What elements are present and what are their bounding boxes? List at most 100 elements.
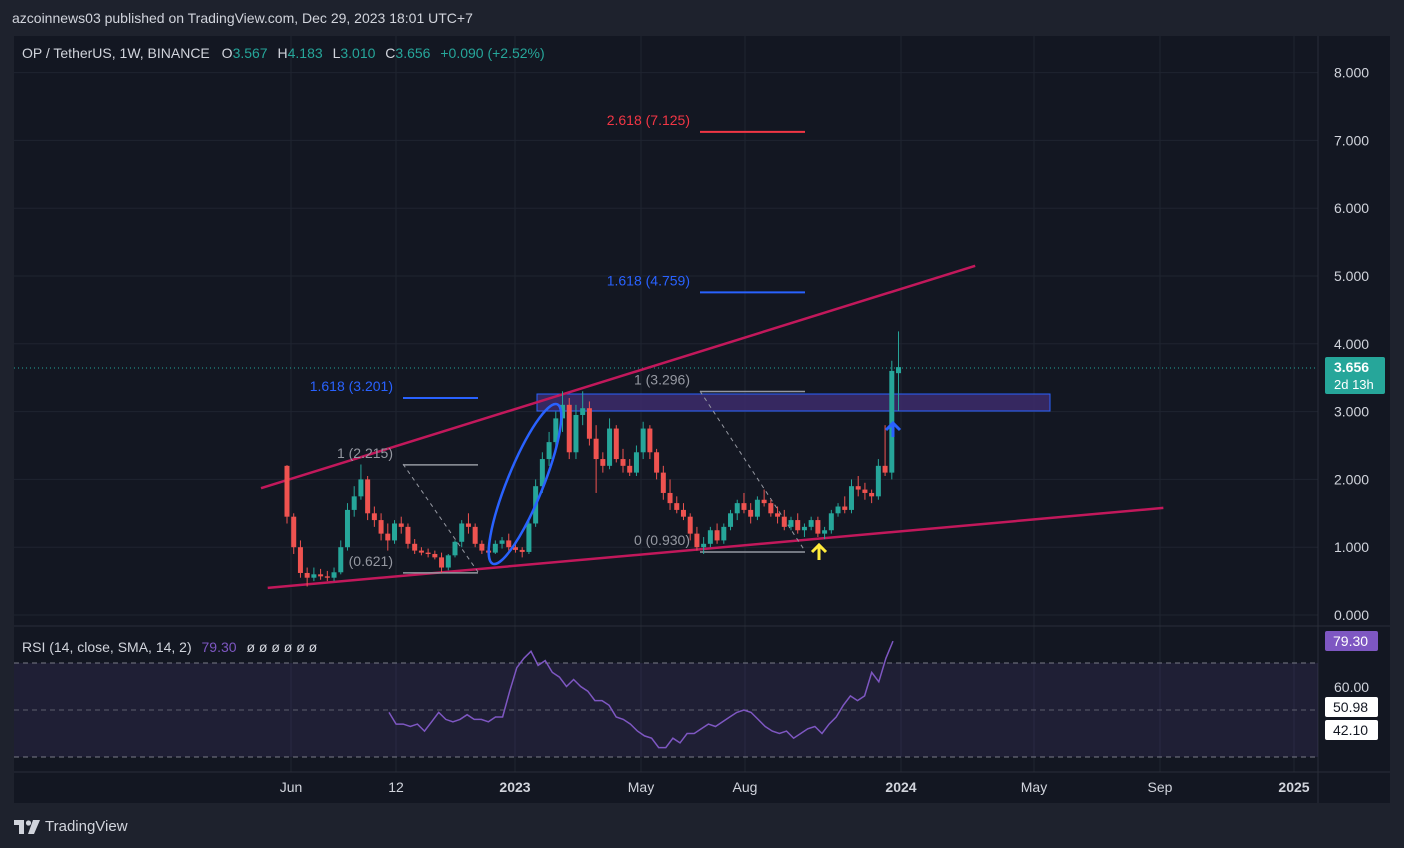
candle bbox=[869, 489, 875, 504]
candles bbox=[284, 331, 902, 587]
candle-body bbox=[701, 543, 707, 548]
candle bbox=[801, 523, 807, 538]
chart-pane bbox=[14, 36, 1390, 803]
fib-extensions[interactable]: 2.618 (7.125) 1.618 (4.759) 1.618 (3.201) 1… bbox=[310, 112, 806, 574]
candle bbox=[647, 425, 653, 460]
blue-up-arrow-icon[interactable] bbox=[884, 420, 902, 437]
tradingview-logo-icon bbox=[14, 819, 40, 834]
close-value: 3.656 bbox=[395, 45, 430, 61]
candle bbox=[297, 540, 303, 578]
candle bbox=[566, 398, 572, 460]
candle-body bbox=[566, 404, 572, 453]
candle bbox=[768, 499, 774, 517]
candle bbox=[607, 418, 613, 470]
resistance-zone[interactable] bbox=[536, 393, 1051, 412]
rsi-legend: RSI (14, close, SMA, 14, 2) 79.30 ø ø ø … bbox=[22, 639, 318, 655]
candle bbox=[304, 567, 310, 587]
candle-body bbox=[338, 547, 344, 573]
candle bbox=[889, 360, 895, 480]
candle-body bbox=[479, 543, 485, 551]
candle bbox=[519, 547, 525, 558]
candle bbox=[318, 568, 324, 580]
price-tick: 7.000 bbox=[1334, 132, 1369, 148]
time-tick: Aug bbox=[733, 779, 758, 795]
fib-label: 1.618 (4.759) bbox=[607, 272, 690, 288]
candle-body bbox=[647, 428, 653, 453]
fib-connector bbox=[402, 463, 479, 573]
price-tick: 2.000 bbox=[1334, 471, 1369, 487]
candle-body bbox=[781, 516, 787, 527]
candle bbox=[862, 482, 868, 500]
candle bbox=[445, 553, 451, 571]
rsi-bb-badge: 42.10 bbox=[1333, 722, 1368, 738]
candle bbox=[439, 552, 445, 573]
candle bbox=[351, 486, 357, 517]
candle bbox=[788, 516, 794, 531]
candle bbox=[828, 509, 834, 534]
rsi-value-badge: 79.30 bbox=[1333, 633, 1368, 649]
candle-body bbox=[654, 452, 660, 473]
time-tick: 12 bbox=[388, 779, 404, 795]
upper-trendline[interactable] bbox=[260, 264, 976, 490]
chart-canvas[interactable]: 2.618 (7.125) 1.618 (4.759) 1.618 (3.201) 1… bbox=[0, 0, 1404, 806]
candle-body bbox=[445, 555, 451, 568]
close-label: C bbox=[385, 45, 395, 61]
trendlines[interactable] bbox=[260, 264, 1164, 590]
candle bbox=[741, 492, 747, 514]
candle bbox=[452, 540, 458, 558]
candle bbox=[392, 520, 398, 544]
candle bbox=[331, 567, 337, 582]
candle-body bbox=[324, 576, 330, 578]
candle bbox=[432, 550, 438, 560]
axes: 8.000 7.000 6.000 5.000 4.000 3.000 2.000 1.000… bbox=[280, 65, 1370, 795]
candle-body bbox=[613, 428, 619, 460]
time-tick: 2025 bbox=[1278, 779, 1309, 795]
candle bbox=[358, 464, 364, 500]
tradingview-logo[interactable]: TradingView bbox=[14, 818, 128, 835]
candle-body bbox=[452, 541, 458, 556]
candle-body bbox=[546, 442, 552, 460]
candle bbox=[627, 459, 633, 477]
candle-body bbox=[459, 523, 465, 542]
candle bbox=[526, 520, 532, 554]
candle-body bbox=[741, 503, 747, 510]
candle-body bbox=[875, 465, 881, 497]
candle-body bbox=[835, 506, 841, 514]
yellow-up-arrow-icon[interactable] bbox=[810, 542, 828, 560]
candle-body bbox=[586, 408, 592, 439]
candle bbox=[896, 331, 902, 411]
candle-body bbox=[607, 428, 613, 466]
candle bbox=[425, 548, 431, 558]
candle-body bbox=[472, 526, 478, 544]
candle-body bbox=[694, 533, 700, 548]
price-tick: 4.000 bbox=[1334, 336, 1369, 352]
candle-body bbox=[815, 520, 821, 534]
candle bbox=[371, 506, 377, 527]
candle-body bbox=[519, 549, 525, 552]
candle-body bbox=[808, 520, 814, 527]
candle bbox=[728, 509, 734, 531]
candle-body bbox=[580, 408, 586, 415]
candle-body bbox=[600, 459, 606, 466]
candle-body bbox=[869, 492, 875, 497]
candle-body bbox=[297, 547, 303, 573]
candle bbox=[808, 516, 814, 531]
candle-body bbox=[412, 543, 418, 551]
publish-header: azcoinnews03 published on TradingView.co… bbox=[0, 0, 1404, 36]
candle-body bbox=[318, 574, 324, 577]
time-tick: 2024 bbox=[885, 779, 916, 795]
candle-body bbox=[432, 553, 438, 558]
candle bbox=[680, 503, 686, 521]
highlight-ellipse[interactable] bbox=[476, 398, 574, 571]
candle-body bbox=[512, 547, 518, 550]
candle bbox=[560, 391, 566, 432]
candle-body bbox=[667, 492, 673, 504]
price-tick: 0.000 bbox=[1334, 607, 1369, 623]
fib-label: 1.618 (3.201) bbox=[310, 378, 393, 394]
candle-body bbox=[506, 540, 512, 548]
candle-body bbox=[842, 506, 848, 510]
candle-body bbox=[439, 557, 445, 568]
lower-trendline[interactable] bbox=[267, 506, 1164, 590]
price-tick: 3.000 bbox=[1334, 404, 1369, 420]
current-price-badge: 3.656 2d 13h bbox=[1325, 357, 1385, 394]
